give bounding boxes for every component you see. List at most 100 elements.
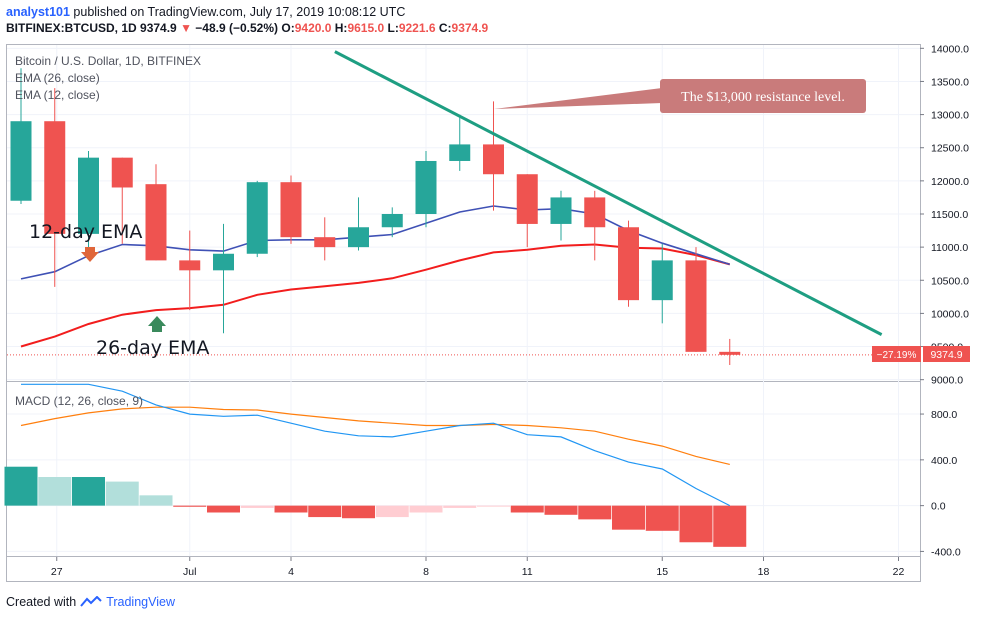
- macd-axis[interactable]: -400.0 0.0 400.0 800.0: [920, 409, 961, 558]
- macd-histogram-bar: [240, 505, 274, 508]
- macd-lines: [20, 383, 731, 507]
- high-label: H:: [334, 21, 348, 35]
- time-tick-label: 22: [893, 566, 905, 578]
- ema-26-annotation: 26-day EMA: [96, 337, 209, 359]
- macd-histogram-bar: [477, 505, 510, 507]
- macd-histogram: [4, 466, 747, 547]
- close-value: 9374.9: [451, 21, 489, 35]
- macd-histogram-bar: [38, 477, 72, 506]
- time-tick-label: 18: [758, 566, 770, 578]
- price-tick-label: 11500.0: [931, 209, 968, 221]
- price-tick-label: 11000.0: [931, 242, 968, 254]
- macd-histogram-bar: [4, 466, 38, 506]
- macd-pane-title: MACD (12, 26, close, 9): [15, 394, 144, 408]
- price-tick-label: 12000.0: [931, 176, 969, 188]
- candle-body: [44, 121, 66, 234]
- candle-body: [78, 157, 99, 234]
- price-tick-label: 13000.0: [931, 110, 969, 122]
- resistance-callout[interactable]: The $13,000 resistance level.: [494, 79, 866, 113]
- macd-tick-label: 400.0: [931, 455, 957, 467]
- price-tick-label: 13500.0: [931, 76, 969, 88]
- created-with-text: Created with: [6, 595, 77, 609]
- macd-histogram-bar: [207, 505, 240, 513]
- candle-body: [314, 237, 336, 248]
- time-axis[interactable]: 27 Jul 4 8 11 15 18 22: [51, 557, 905, 578]
- resistance-trendline[interactable]: [334, 50, 883, 336]
- arrow-down-icon: [81, 247, 99, 262]
- macd-histogram-bar: [139, 495, 173, 506]
- macd-histogram-bar: [342, 505, 375, 519]
- candlesticks: [10, 68, 741, 365]
- candle-body: [516, 174, 538, 224]
- resistance-callout-text: The $13,000 resistance level.: [681, 90, 845, 105]
- macd-histogram-bar: [409, 505, 443, 513]
- tradingview-brand[interactable]: TradingView: [106, 595, 175, 609]
- trendline-path[interactable]: [334, 50, 883, 336]
- macd-histogram-bar: [375, 505, 409, 518]
- open-label: O:: [281, 21, 295, 35]
- time-axis-frame: [6, 556, 921, 582]
- price-change: −48.9 (−0.52%): [195, 21, 279, 35]
- author-link[interactable]: analyst101: [6, 5, 70, 19]
- macd-histogram-bar: [544, 505, 578, 515]
- candle-body: [685, 260, 707, 352]
- macd-histogram-bar: [612, 505, 645, 530]
- high-value: 9615.0: [347, 21, 385, 35]
- chart-header: analyst101 published on TradingView.com,…: [6, 4, 488, 36]
- candle-body: [550, 197, 572, 224]
- candle-body: [213, 253, 234, 271]
- macd-tick-label: -400.0: [931, 546, 961, 558]
- price-tag-pct: −27.19%: [877, 350, 917, 361]
- price-tick-label: 9000.0: [931, 375, 963, 387]
- tradingview-logo-icon: [80, 596, 102, 607]
- ema-12-path: [20, 205, 731, 280]
- price-tick-label: 10500.0: [931, 275, 969, 287]
- candle-body: [719, 351, 741, 355]
- time-tick-label: Jul: [183, 566, 196, 578]
- candle-body: [111, 157, 133, 188]
- chart-canvas[interactable]: 9000.09500.010000.010500.011000.011500.0…: [0, 0, 987, 590]
- candle-body: [348, 227, 369, 248]
- footer: Created with TradingView: [6, 595, 175, 609]
- macd-histogram-bar: [308, 505, 342, 518]
- candle-body: [415, 160, 437, 214]
- candle-body: [381, 213, 403, 228]
- candle-body: [145, 184, 167, 261]
- macd-histogram-bar: [679, 505, 713, 543]
- macd-tick-label: 800.0: [931, 409, 957, 421]
- time-tick-label: 15: [656, 566, 668, 578]
- time-tick-label: 4: [288, 566, 294, 578]
- price-tick-label: 14000.0: [931, 43, 969, 55]
- candle-body: [584, 197, 606, 228]
- candle-body: [618, 227, 639, 301]
- macd-histogram-bar: [645, 505, 679, 531]
- published-text: published on TradingView.com, July 17, 2…: [73, 5, 406, 19]
- macd-histogram-bar: [105, 481, 139, 506]
- price-pane-title: Bitcoin / U.S. Dollar, 1D, BITFINEX: [15, 54, 202, 68]
- macd-histogram-bar: [578, 505, 612, 520]
- open-value: 9420.0: [294, 21, 332, 35]
- symbol-label: BITFINEX:BTCUSD, 1D: [6, 21, 137, 35]
- price-tick-label: 12500.0: [931, 143, 969, 155]
- arrow-down-icon: ▼: [180, 21, 192, 35]
- ema-26-path: [20, 243, 731, 348]
- time-tick-label: 8: [423, 566, 429, 578]
- ema-12-legend: EMA (12, close): [15, 88, 100, 102]
- ema-26-legend: EMA (26, close): [15, 71, 100, 85]
- price-axis[interactable]: 9000.09500.010000.010500.011000.011500.0…: [920, 43, 969, 387]
- candle-body: [651, 260, 673, 301]
- candle-body: [246, 182, 268, 254]
- ema-26-line: [20, 243, 731, 348]
- candle-body: [10, 121, 32, 201]
- candle-body: [449, 144, 471, 161]
- grid: [7, 45, 920, 556]
- time-tick-label: 27: [51, 566, 63, 578]
- macd-histogram-bar: [713, 505, 747, 547]
- candle-body: [483, 144, 504, 175]
- ema-12-annotation: 12-day EMA: [29, 221, 142, 243]
- ema-12-line: [20, 205, 731, 280]
- price-tick-label: 10000.0: [931, 308, 969, 320]
- macd-histogram-bar: [443, 505, 477, 508]
- arrow-up-icon: [148, 316, 166, 332]
- macd-histogram-bar: [72, 477, 105, 506]
